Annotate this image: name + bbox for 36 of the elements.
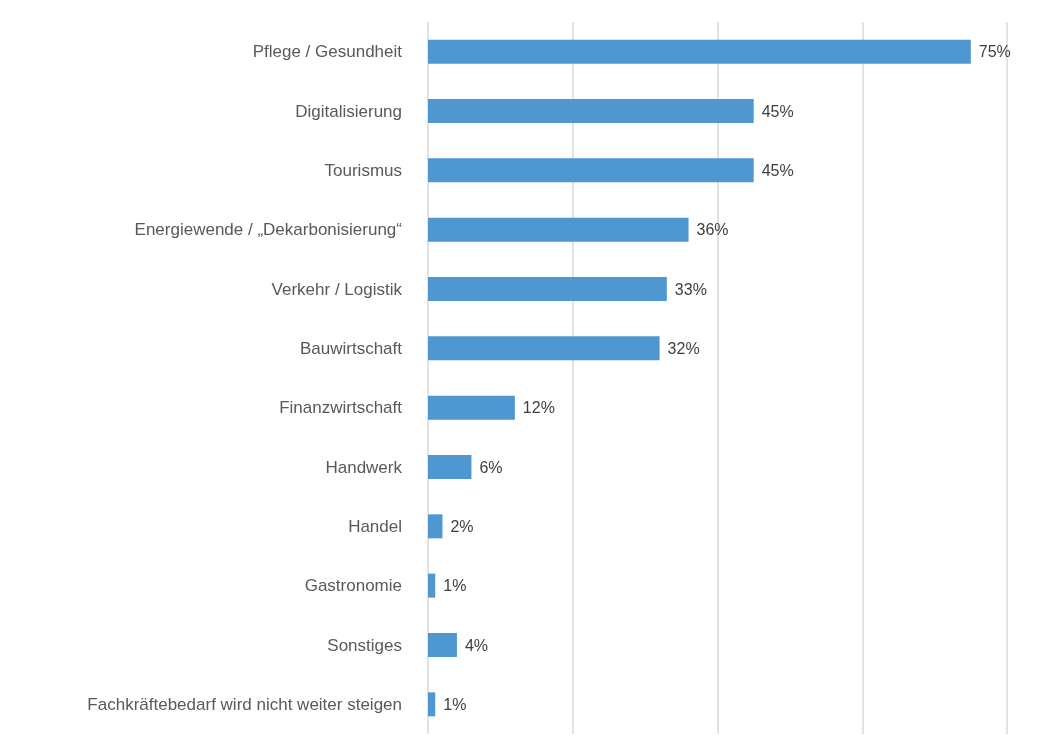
data-label: 2% xyxy=(450,517,474,535)
bar xyxy=(428,633,457,657)
data-label: 45% xyxy=(761,161,794,179)
bar xyxy=(428,573,436,598)
data-label: 1% xyxy=(443,577,467,595)
bar xyxy=(428,514,443,539)
y-tick-label: Energiewende / „Dekarbonisierung“ xyxy=(134,220,403,240)
data-label: 33% xyxy=(674,280,707,298)
bar xyxy=(428,336,660,361)
bar xyxy=(428,455,472,479)
y-tick-label: Tourismus xyxy=(324,160,402,180)
bar xyxy=(428,99,754,123)
bar xyxy=(428,395,515,420)
bar xyxy=(428,277,667,301)
y-tick-label: Handel xyxy=(348,516,402,536)
y-tick-label: Finanzwirtschaft xyxy=(279,398,403,418)
data-label: 32% xyxy=(667,339,700,357)
y-tick-label: Bauwirtschaft xyxy=(299,338,403,358)
y-tick-label: Handwerk xyxy=(325,457,403,477)
y-tick-label: Verkehr / Logistik xyxy=(271,279,403,299)
data-label: 75% xyxy=(978,43,1011,61)
data-label: 4% xyxy=(464,636,489,654)
bar xyxy=(428,217,689,242)
bar xyxy=(428,692,436,717)
data-label: 1% xyxy=(443,695,467,713)
y-tick-label: Pflege / Gesundheit xyxy=(252,42,403,62)
y-tick-label: Sonstiges xyxy=(327,635,402,655)
bar xyxy=(428,158,754,183)
data-label: 6% xyxy=(479,458,503,476)
y-tick-label: Gastronomie xyxy=(304,576,402,596)
data-label: 12% xyxy=(522,399,555,417)
y-tick-label: Digitalisierung xyxy=(295,101,402,121)
data-label: 36% xyxy=(696,221,729,239)
bar xyxy=(428,39,971,64)
data-label: 45% xyxy=(761,102,794,120)
y-tick-label: Fachkräftebedarf wird nicht weiter steigen xyxy=(87,694,402,714)
